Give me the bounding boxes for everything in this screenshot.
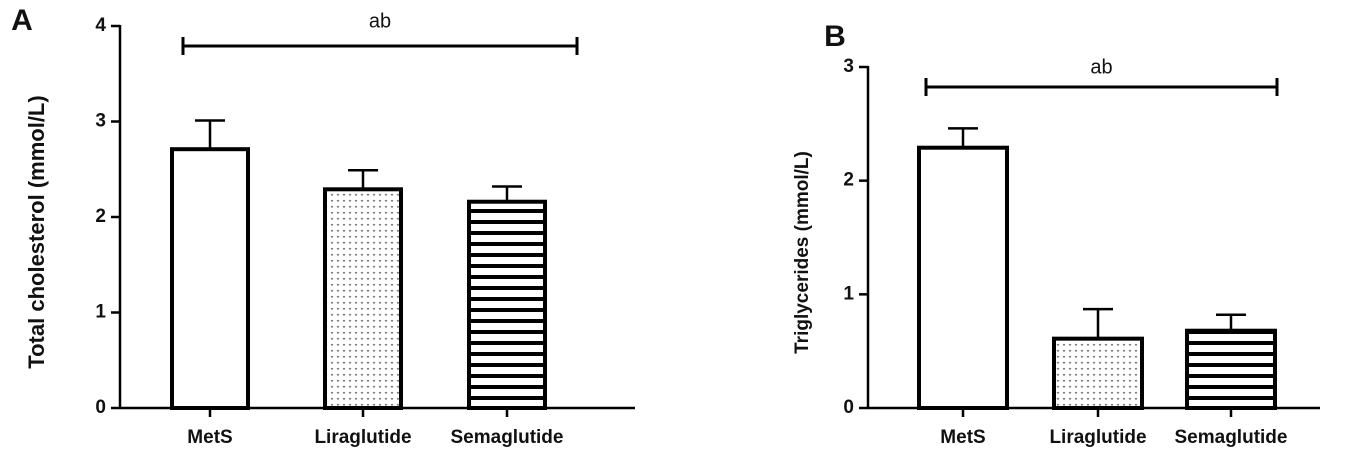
- y-tick-label: 0: [843, 397, 854, 418]
- bar: [1052, 336, 1144, 410]
- bar: [467, 199, 547, 410]
- bar: [1185, 328, 1277, 410]
- y-tick-label: 1: [843, 283, 854, 304]
- annotation: ab: [369, 10, 391, 32]
- x-tick-label: Semaglutide: [451, 427, 564, 448]
- y-tick-label: 2: [95, 206, 106, 227]
- y-tick-label: 4: [95, 15, 106, 36]
- x-tick-label: Liraglutide: [314, 427, 411, 448]
- y-axis-title: Total cholesterol (mmol/L): [24, 95, 49, 368]
- y-tick-label: 2: [843, 170, 854, 191]
- x-tick-label: Semaglutide: [1175, 427, 1288, 448]
- x-tick-label: Liraglutide: [1049, 427, 1146, 448]
- bar: [170, 147, 250, 410]
- y-tick-label: 3: [95, 111, 106, 132]
- y-tick-label: 1: [95, 302, 106, 323]
- panel-label: A: [11, 4, 33, 37]
- y-tick-label: 0: [95, 397, 106, 418]
- x-tick-label: MetS: [940, 427, 985, 448]
- x-tick-label: MetS: [187, 427, 232, 448]
- bar: [323, 187, 403, 410]
- y-tick-label: 3: [843, 56, 854, 77]
- bar: [917, 145, 1009, 410]
- annotation: ab: [1090, 56, 1112, 78]
- panel-label: B: [824, 20, 846, 53]
- y-axis-title: Triglycerides (mmol/L): [792, 151, 813, 354]
